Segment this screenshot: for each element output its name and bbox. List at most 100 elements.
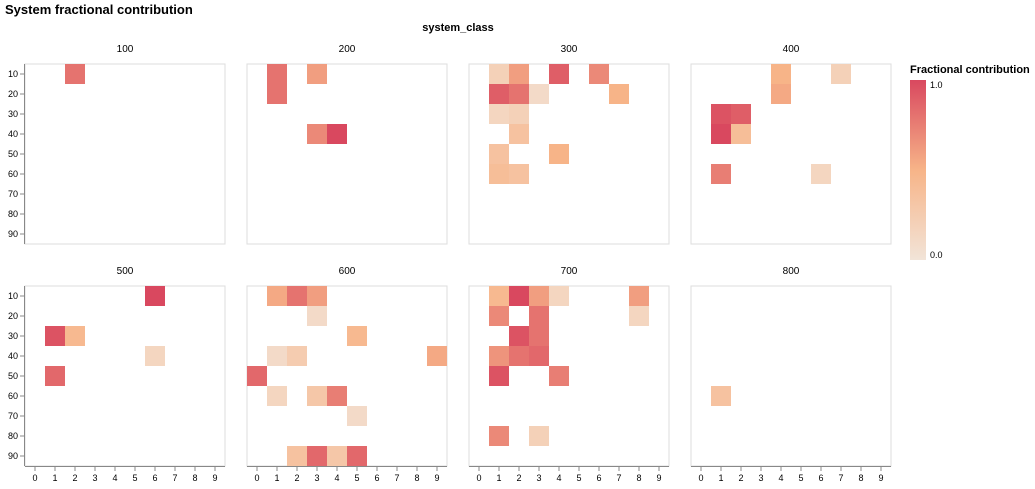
x-tick-label: 0 <box>254 473 259 483</box>
y-tick-label: 80 <box>8 431 18 441</box>
x-tick-label: 4 <box>556 473 561 483</box>
panel-label: 100 <box>117 44 134 55</box>
x-tick-label: 0 <box>32 473 37 483</box>
y-tick-label: 60 <box>8 391 18 401</box>
y-tick-label: 60 <box>8 169 18 179</box>
y-tick-label: 30 <box>8 331 18 341</box>
heatmap-cell <box>287 286 307 306</box>
x-tick-label: 1 <box>718 473 723 483</box>
x-tick-label: 5 <box>798 473 803 483</box>
panel-label: 500 <box>117 266 134 277</box>
y-tick-label: 90 <box>8 229 18 239</box>
panel-500: 500 10 20 30 40 50 60 70 80 90 0 1 2 3 4 5 6 7 8 9 <box>8 266 226 483</box>
heatmap-cell <box>489 144 509 164</box>
x-tick-label: 2 <box>294 473 299 483</box>
legend-min-label: 0.0 <box>930 250 943 260</box>
heatmap-cell <box>489 64 509 84</box>
heatmap-cell <box>529 84 549 104</box>
y-tick-label: 30 <box>8 109 18 119</box>
heatmap-cell <box>771 84 791 104</box>
x-axis: 0 1 2 3 4 5 6 7 8 9 <box>691 466 891 483</box>
panel-800: 800 0 1 2 3 4 5 6 7 8 9 <box>690 266 892 483</box>
panel-200: 200 <box>246 44 448 245</box>
heatmap-cell <box>347 326 367 346</box>
panel-700: 700 0 1 2 3 4 5 6 7 8 9 <box>468 266 670 483</box>
x-tick-label: 3 <box>758 473 763 483</box>
panel-label: 800 <box>783 266 800 277</box>
heatmap-cell <box>509 164 529 184</box>
x-axis: 0 1 2 3 4 5 6 7 8 9 <box>25 466 225 483</box>
heatmap-cell <box>327 124 347 144</box>
heatmap-cell <box>711 124 731 144</box>
heatmap-cell <box>529 286 549 306</box>
panel-100: 100 10 20 30 40 50 60 70 80 90 <box>8 44 226 245</box>
x-tick-label: 9 <box>434 473 439 483</box>
heatmap-cell <box>529 346 549 366</box>
x-tick-label: 9 <box>878 473 883 483</box>
heatmap-cell <box>145 346 165 366</box>
x-tick-label: 6 <box>818 473 823 483</box>
x-tick-label: 1 <box>496 473 501 483</box>
x-tick-label: 8 <box>636 473 641 483</box>
panel-label: 700 <box>561 266 578 277</box>
legend-title: Fractional contribution <box>910 64 1030 76</box>
x-tick-label: 8 <box>414 473 419 483</box>
heatmap-cell <box>267 346 287 366</box>
heatmap-cell <box>65 326 85 346</box>
y-tick-label: 90 <box>8 451 18 461</box>
heatmap-cell <box>509 346 529 366</box>
heatmap-cell <box>287 446 307 466</box>
heatmap-cell <box>489 286 509 306</box>
x-tick-label: 5 <box>354 473 359 483</box>
x-axis: 0 1 2 3 4 5 6 7 8 9 <box>469 466 669 483</box>
heatmap-cell <box>489 366 509 386</box>
y-tick-label: 80 <box>8 209 18 219</box>
x-tick-label: 1 <box>52 473 57 483</box>
y-tick-label: 70 <box>8 189 18 199</box>
heatmap-cell <box>731 104 751 124</box>
heatmap-cell <box>267 84 287 104</box>
x-tick-label: 7 <box>394 473 399 483</box>
heatmap-cell <box>529 306 549 326</box>
heatmap-cell <box>609 84 629 104</box>
heatmap-cell <box>711 386 731 406</box>
x-tick-label: 8 <box>192 473 197 483</box>
heatmap-cell <box>347 446 367 466</box>
heatmap-cell <box>489 426 509 446</box>
heatmap-cell <box>145 286 165 306</box>
heatmap-cell <box>307 124 327 144</box>
x-tick-label: 6 <box>596 473 601 483</box>
x-tick-label: 5 <box>132 473 137 483</box>
heatmap-cell <box>509 326 529 346</box>
heatmap-cell <box>267 286 287 306</box>
heatmap-cell <box>509 286 529 306</box>
x-tick-label: 1 <box>274 473 279 483</box>
heatmap-cell <box>489 104 509 124</box>
heatmap-cell <box>489 84 509 104</box>
x-tick-label: 7 <box>172 473 177 483</box>
legend-max-label: 1.0 <box>930 80 943 90</box>
panel-300: 300 <box>468 44 670 245</box>
heatmap-cell <box>549 366 569 386</box>
y-tick-label: 70 <box>8 411 18 421</box>
panel-frame <box>24 63 226 245</box>
x-tick-label: 0 <box>476 473 481 483</box>
heatmap-cell <box>711 164 731 184</box>
y-tick-label: 10 <box>8 291 18 301</box>
x-tick-label: 5 <box>576 473 581 483</box>
y-tick-label: 50 <box>8 371 18 381</box>
panel-frame <box>246 285 448 467</box>
heatmap-cell <box>771 64 791 84</box>
panel-label: 300 <box>561 44 578 55</box>
x-tick-label: 4 <box>112 473 117 483</box>
heatmap-cell <box>45 366 65 386</box>
heatmap-cell <box>65 64 85 84</box>
x-tick-label: 9 <box>212 473 217 483</box>
x-tick-label: 9 <box>656 473 661 483</box>
x-tick-label: 2 <box>738 473 743 483</box>
heatmap-cell <box>307 446 327 466</box>
heatmap-cell <box>509 124 529 144</box>
panel-frame <box>690 285 892 467</box>
